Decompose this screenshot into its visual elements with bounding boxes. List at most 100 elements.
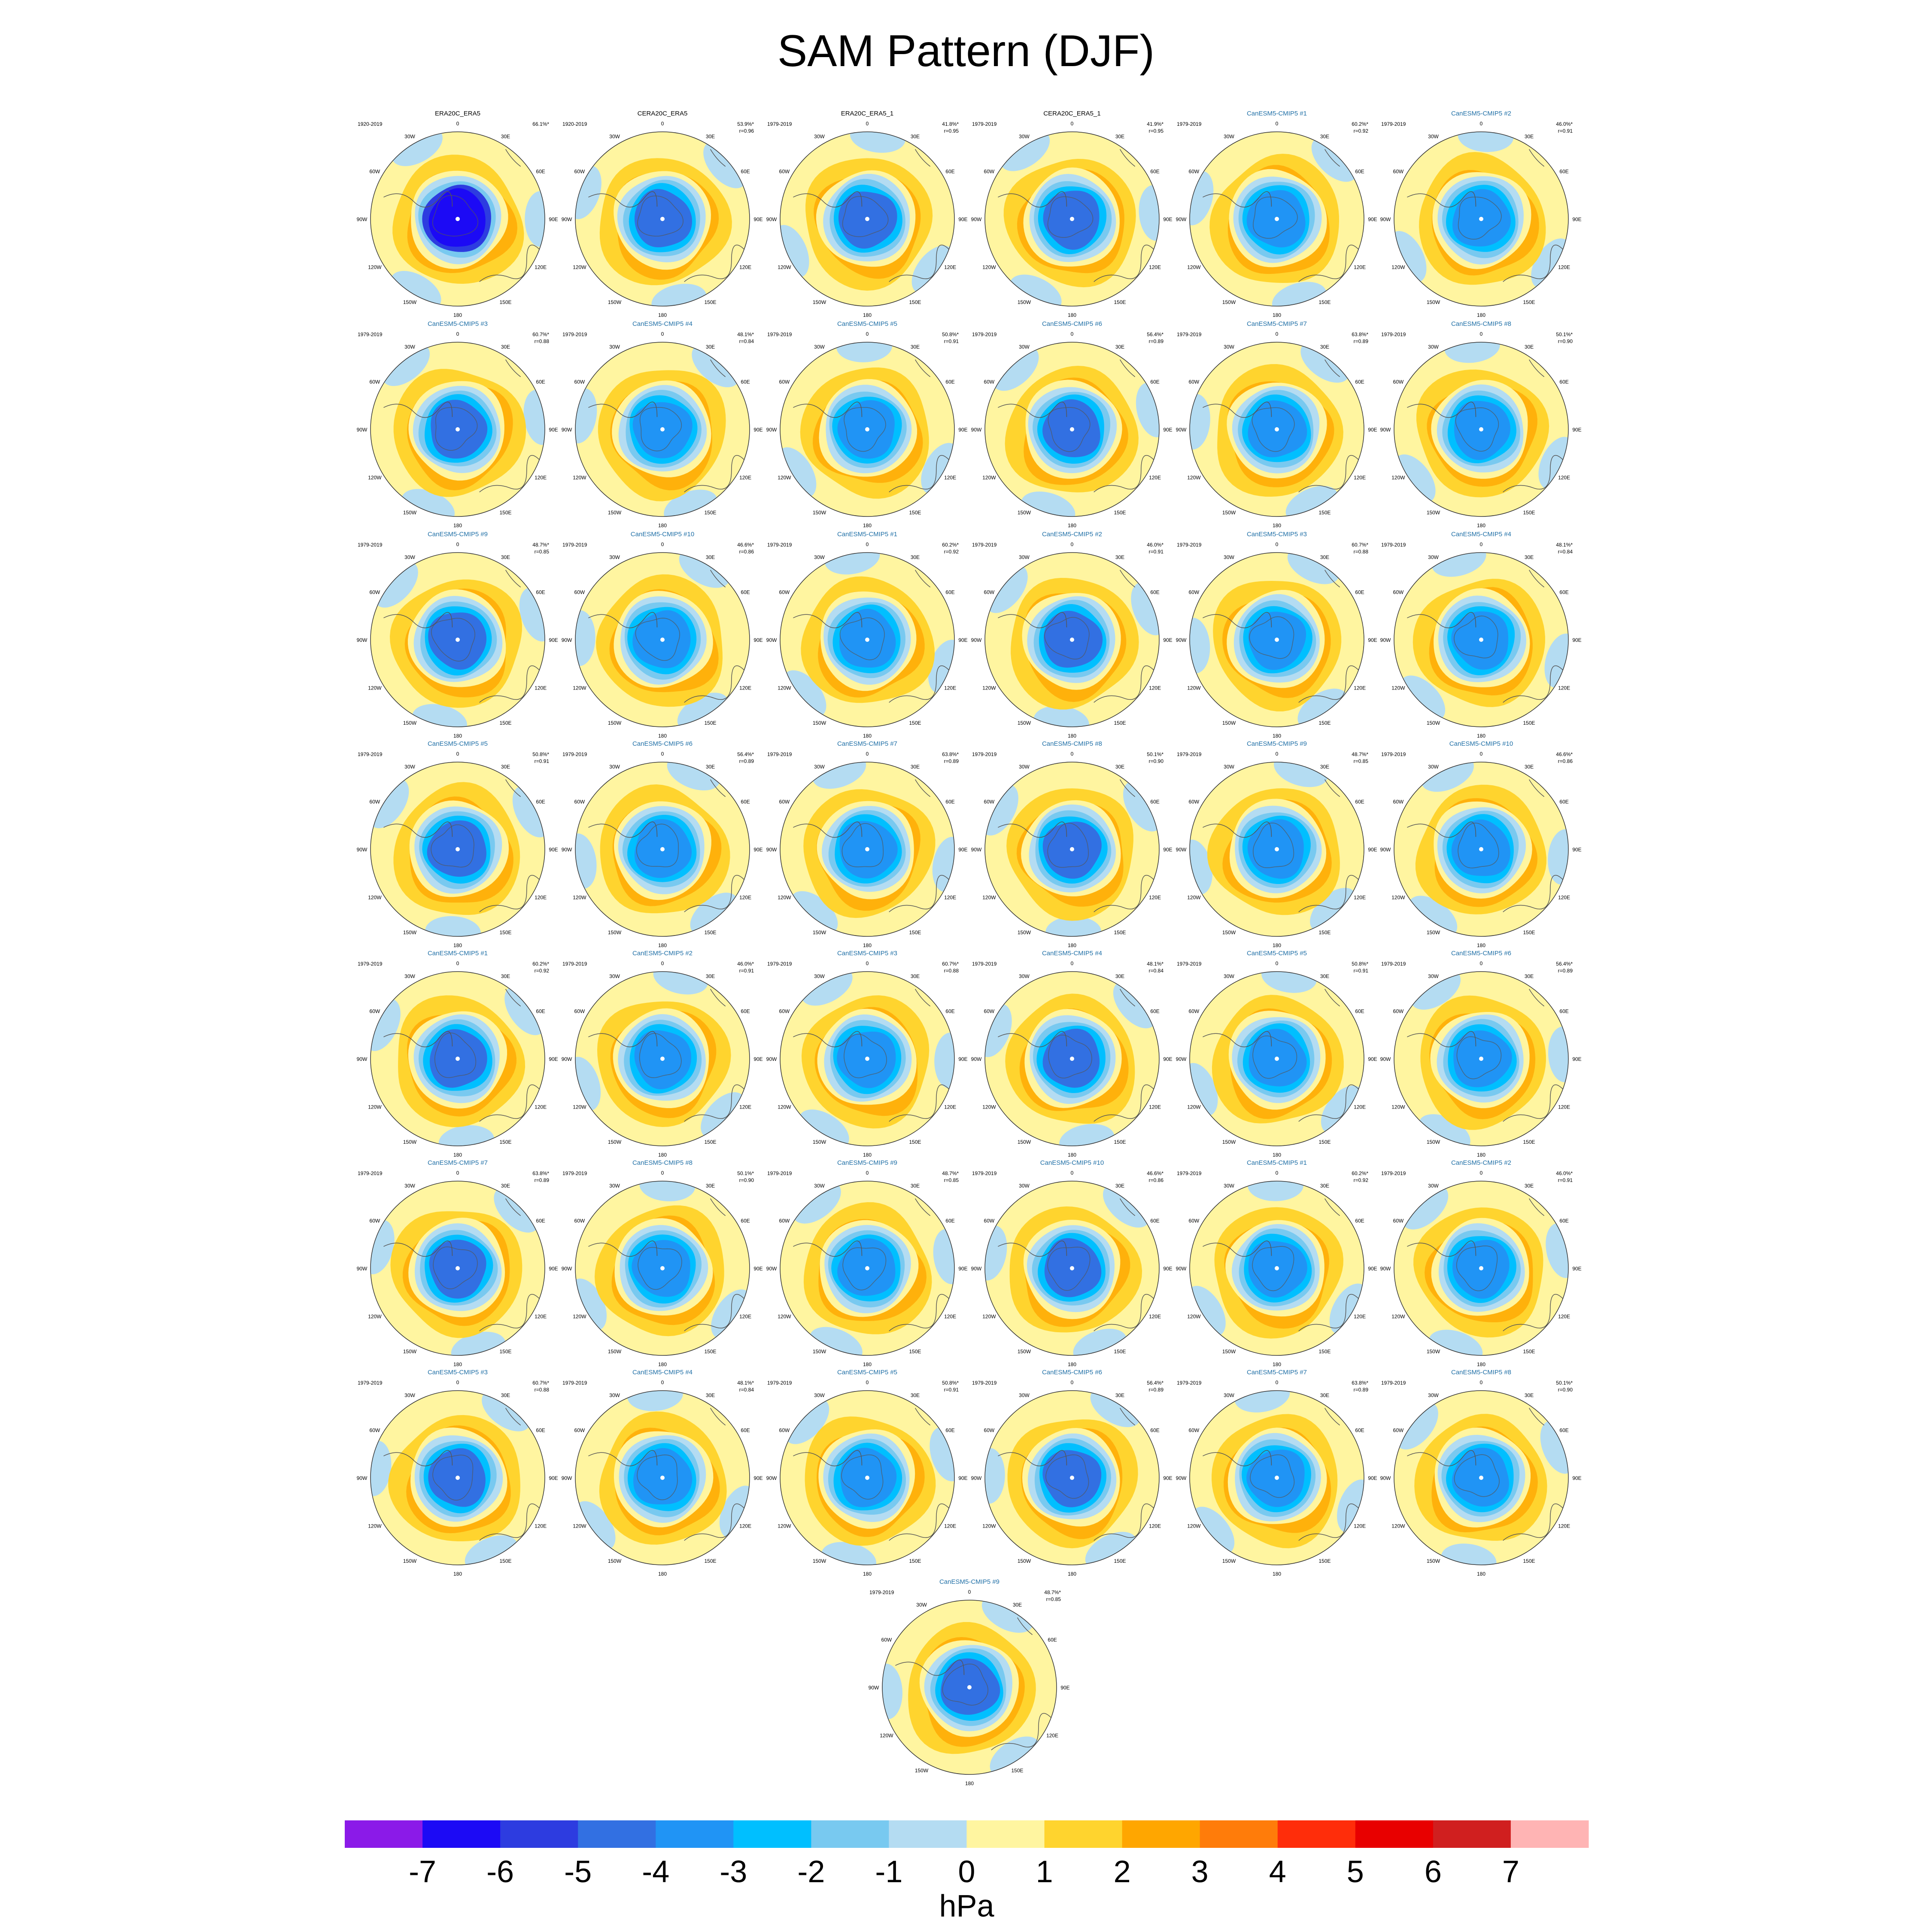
longitude-label: 30E bbox=[501, 973, 510, 979]
colorbar-tick-label: 0 bbox=[958, 1855, 975, 1889]
longitude-label: 120E bbox=[739, 475, 751, 481]
longitude-label: 0 bbox=[1276, 541, 1279, 547]
longitude-label: 30E bbox=[501, 1183, 510, 1189]
longitude-label: 0 bbox=[1071, 960, 1074, 966]
longitude-label: 120W bbox=[778, 475, 791, 481]
panel-variance-pct: 60.2%* bbox=[1352, 121, 1368, 127]
africa-coast bbox=[505, 570, 521, 588]
longitude-label: 30W bbox=[404, 134, 415, 140]
longitude-label: 30W bbox=[609, 764, 620, 770]
longitude-label: 60E bbox=[1559, 1218, 1568, 1224]
longitude-label: 30E bbox=[1525, 764, 1534, 770]
longitude-label: 150W bbox=[403, 930, 417, 936]
longitude-label: 150W bbox=[403, 1558, 417, 1564]
negative-patch bbox=[701, 1092, 745, 1139]
australia-coast bbox=[479, 1503, 540, 1541]
longitude-label: 30E bbox=[911, 554, 920, 560]
negative-patch bbox=[1139, 185, 1159, 241]
longitude-label: 30W bbox=[1428, 134, 1439, 140]
south-pole-marker bbox=[1275, 847, 1279, 851]
longitude-label: 0 bbox=[1071, 121, 1074, 127]
longitude-label: 30W bbox=[814, 134, 825, 140]
longitude-label: 150W bbox=[1427, 1139, 1440, 1145]
longitude-label: 150W bbox=[813, 720, 826, 726]
sam-panel: 0 30E 60E 90E 120E 150E 180 150W 120W 90W 60W 30W Ca… bbox=[357, 1369, 558, 1577]
negative-patch bbox=[1021, 491, 1075, 516]
longitude-label: 60W bbox=[574, 379, 585, 385]
panel-period: 1979-2019 bbox=[767, 1170, 792, 1176]
antarctica-coast bbox=[639, 407, 682, 452]
longitude-label: 90W bbox=[1380, 847, 1391, 853]
longitude-label: 60W bbox=[1189, 1009, 1200, 1015]
australia-coast bbox=[1094, 1503, 1154, 1541]
panel-variance-pct: 50.8%* bbox=[942, 1380, 959, 1386]
south-america-coast bbox=[793, 1240, 863, 1257]
sam-panel: 0 30E 60E 90E 120E 150E 180 150W 120W 90W 60W 30W Ca… bbox=[562, 740, 763, 948]
longitude-label: 180 bbox=[1068, 312, 1076, 318]
longitude-label: 60W bbox=[370, 379, 380, 385]
longitude-label: 0 bbox=[661, 1379, 664, 1385]
longitude-label: 30W bbox=[609, 344, 620, 350]
longitude-label: 60E bbox=[741, 169, 750, 175]
map-frame bbox=[984, 1390, 1160, 1565]
longitude-label: 30E bbox=[1115, 1183, 1124, 1189]
longitude-label: 180 bbox=[1273, 1152, 1281, 1158]
panel-variance-pct: 48.7%* bbox=[532, 542, 549, 548]
africa-coast bbox=[710, 149, 726, 167]
longitude-label: 0 bbox=[1276, 960, 1279, 966]
antarctica-coast bbox=[1048, 1034, 1092, 1078]
panel-title: CanESM5-CMIP5 #1 bbox=[428, 950, 488, 957]
map-frame bbox=[1189, 552, 1364, 727]
panel-variance-pct: 46.0%* bbox=[1556, 121, 1573, 127]
longitude-label: 60W bbox=[574, 1009, 585, 1015]
longitude-label: 180 bbox=[863, 522, 872, 529]
longitude-label: 0 bbox=[1480, 331, 1483, 337]
longitude-label: 180 bbox=[863, 733, 872, 739]
panel-title: CanESM5-CMIP5 #10 bbox=[631, 531, 694, 538]
longitude-label: 60W bbox=[370, 1218, 380, 1224]
south-america-coast bbox=[588, 821, 658, 838]
map-frame bbox=[1394, 762, 1569, 937]
south-america-coast bbox=[383, 1240, 453, 1257]
longitude-label: 60E bbox=[945, 379, 954, 385]
negative-patch bbox=[575, 833, 597, 889]
longitude-label: 30W bbox=[1428, 554, 1439, 560]
longitude-label: 60E bbox=[1150, 379, 1159, 385]
panel-title: CanESM5-CMIP5 #9 bbox=[1247, 740, 1307, 747]
south-america-coast bbox=[383, 191, 453, 208]
south-america-coast bbox=[1407, 1240, 1476, 1257]
africa-coast bbox=[1120, 1408, 1136, 1426]
longitude-label: 60W bbox=[1189, 169, 1200, 175]
longitude-label: 180 bbox=[863, 1361, 872, 1367]
longitude-label: 150W bbox=[1018, 299, 1031, 305]
panel-period: 1979-2019 bbox=[767, 121, 792, 127]
longitude-label: 60E bbox=[536, 589, 545, 595]
longitude-label: 150W bbox=[1222, 930, 1236, 936]
panel-variance-pct: 46.0%* bbox=[737, 961, 754, 967]
longitude-label: 90W bbox=[1380, 1056, 1391, 1062]
map-frame bbox=[1189, 762, 1364, 937]
longitude-label: 120E bbox=[1149, 685, 1161, 691]
longitude-label: 150W bbox=[608, 1349, 622, 1355]
longitude-label: 120W bbox=[982, 685, 996, 691]
south-pole-marker bbox=[1070, 638, 1074, 642]
africa-coast bbox=[505, 149, 521, 167]
longitude-label: 120W bbox=[982, 264, 996, 270]
panel-variance-pct: 66.1%* bbox=[532, 121, 549, 127]
longitude-label: 60E bbox=[1355, 1009, 1364, 1015]
longitude-label: 150E bbox=[704, 299, 716, 305]
longitude-label: 150W bbox=[1018, 720, 1031, 726]
south-america-coast bbox=[588, 612, 658, 629]
colorbar-tick-label: 5 bbox=[1347, 1855, 1364, 1889]
panel-period: 1979-2019 bbox=[1177, 961, 1202, 967]
longitude-label: 120E bbox=[1149, 264, 1161, 270]
negative-patch bbox=[1045, 916, 1102, 936]
longitude-label: 180 bbox=[1477, 522, 1485, 529]
longitude-label: 150E bbox=[1318, 1139, 1331, 1145]
colorbar-tick-label: 6 bbox=[1425, 1855, 1442, 1889]
africa-coast bbox=[1529, 570, 1545, 588]
longitude-label: 180 bbox=[453, 1361, 462, 1367]
colorbar-swatch bbox=[1510, 1820, 1589, 1848]
colorbar-tick-label: -2 bbox=[797, 1855, 825, 1889]
longitude-label: 90W bbox=[766, 1056, 777, 1062]
